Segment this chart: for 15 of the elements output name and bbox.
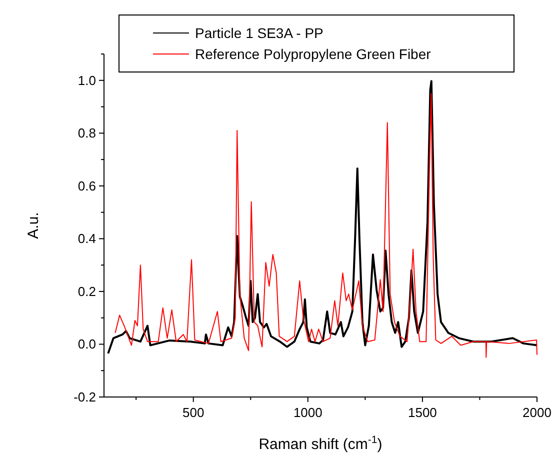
- legend-label: Particle 1 SE3A - PP: [195, 25, 324, 41]
- text: 0.0: [78, 336, 96, 352]
- y-axis-title: A.u.: [25, 212, 42, 239]
- x-tick-label: 500: [182, 405, 204, 420]
- x-tick-label: 1000: [293, 405, 322, 420]
- legend-label: Reference Polypropylene Green Fiber: [195, 46, 432, 62]
- y-tick-label: 0.4: [78, 231, 96, 246]
- y-tick-label: -0.2: [74, 390, 96, 404]
- y-tick-label: 0.8: [78, 126, 96, 141]
- x-tick-label: 1500: [408, 405, 437, 420]
- x-axis-title: Raman shift (cm$^{-1}$): [258, 434, 382, 453]
- text: 1.0: [78, 72, 96, 88]
- y-tick-label: 0.6: [78, 178, 96, 194]
- x-tick-label: 2000: [522, 405, 552, 420]
- y-tick-label: 0.2: [78, 284, 96, 299]
